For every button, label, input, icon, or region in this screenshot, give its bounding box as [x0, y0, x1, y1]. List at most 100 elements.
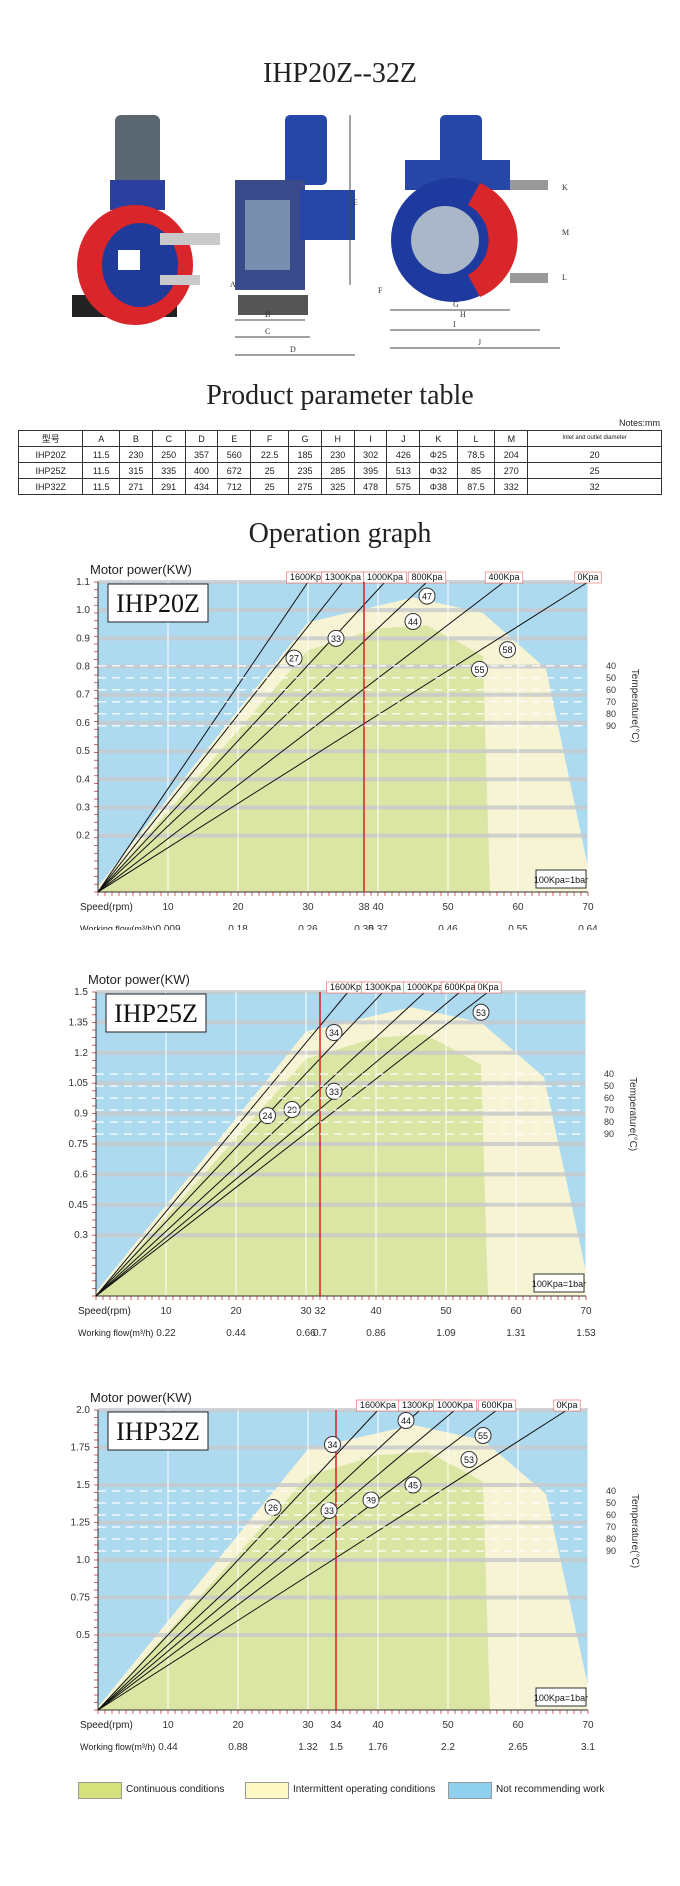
value-marker-label: 24: [262, 1111, 272, 1121]
value-marker-circle: [418, 587, 436, 605]
th-i: I: [353, 430, 388, 447]
x-tick-label: 50: [442, 1720, 454, 1731]
y-tick-label: 0.9: [74, 1109, 88, 1120]
cell: 230: [320, 446, 355, 463]
cell: 25: [527, 462, 662, 479]
th-l: L: [456, 430, 496, 447]
value-marker-label: 44: [401, 1416, 411, 1426]
th-f: F: [250, 430, 290, 447]
temp-tick-label: 50: [606, 673, 616, 683]
value-marker-circle: [404, 612, 422, 630]
value-marker-label: 39: [366, 1496, 376, 1506]
flow-tick-label: 0.18: [228, 924, 248, 930]
cell: 513: [386, 462, 421, 479]
cell: 434: [184, 478, 219, 495]
value-marker-label: 45: [408, 1481, 418, 1491]
y-tick-label: 0.9: [76, 633, 90, 644]
series-line: [95, 991, 384, 1297]
dim-label-d: D: [290, 345, 296, 354]
value-marker-label: 27: [289, 654, 299, 664]
flow-tick-label: 2.2: [441, 1742, 455, 1753]
y-tick-label: 1.75: [71, 1443, 91, 1454]
value-marker-label: 34: [329, 1028, 339, 1038]
value-marker-circle: [325, 1082, 343, 1100]
series-line: [97, 1409, 498, 1711]
cell: 478: [353, 478, 388, 495]
x-tick-label: 70: [582, 902, 594, 913]
model-box: [107, 583, 209, 623]
flow-tick-label: 1.31: [506, 1328, 526, 1339]
cell: 560: [217, 446, 252, 463]
flow-tick-label: 0.35: [354, 924, 374, 930]
series-line: [97, 1409, 379, 1711]
flow-tick-label: 1.76: [368, 1742, 388, 1753]
series-line: [97, 1409, 456, 1711]
x-tick-label: 40: [372, 1720, 384, 1731]
value-marker-label: 47: [422, 592, 432, 602]
y-tick-label: 0.5: [76, 746, 90, 757]
flow-tick-label: 0.7: [313, 1328, 327, 1339]
chart-ihp25z: 0.3 0.45 0.6 0.75 0.9 1.05 1.2 1.35 1.5 10 20 30 32 4…: [69, 972, 638, 1339]
x-tick-label: 30: [300, 1306, 312, 1317]
cell: 335: [151, 462, 186, 479]
dim-label-j: J: [478, 338, 481, 347]
dim-label-k: K: [562, 183, 568, 192]
temp-tick-label: 40: [606, 661, 616, 671]
note-box: [533, 1273, 585, 1293]
model-label: IHP20Z: [116, 589, 200, 618]
series-label: 600Kpa: [444, 982, 475, 992]
x-tick-label: 32: [314, 1306, 326, 1317]
x-tick-label: 60: [510, 1306, 522, 1317]
series-label: 1300Kpa: [402, 1400, 438, 1410]
series-label: 1600Kpa: [360, 1400, 396, 1410]
legend-swatch: [78, 1782, 122, 1799]
cell: 275: [288, 478, 322, 495]
cell: 315: [119, 462, 153, 479]
series-label-box: [407, 571, 447, 584]
flow-tick-label: 0.44: [226, 1328, 246, 1339]
temp-tick-label: 90: [604, 1129, 614, 1139]
y-tick-label: 0.8: [76, 662, 90, 673]
th-b: B: [119, 430, 153, 447]
cell: 575: [386, 478, 421, 495]
cell: 32: [527, 478, 662, 495]
cell: 672: [217, 462, 252, 479]
legend-label: Not recommending work: [496, 1784, 605, 1795]
cell: 78.5: [456, 446, 496, 463]
model-label: IHP32Z: [116, 1417, 200, 1446]
flow-tick-label: 1.09: [436, 1328, 456, 1339]
series-line: [97, 581, 344, 893]
temp-tick-label: 70: [604, 1105, 614, 1115]
x-tick-label: 20: [232, 1720, 244, 1731]
th-d: D: [184, 430, 219, 447]
speed-label: Speed(rpm): [80, 902, 133, 913]
temp-tick-label: 60: [606, 685, 616, 695]
y-tick-label: 0.6: [74, 1169, 88, 1180]
cell: 235: [288, 462, 322, 479]
cell: 302: [353, 446, 388, 463]
x-tick-label: 20: [230, 1306, 242, 1317]
legend-swatch: [245, 1782, 289, 1799]
x-tick-label: 70: [580, 1306, 592, 1317]
legend-label: Continuous conditions: [126, 1784, 225, 1795]
cell: IHP20Z: [17, 446, 84, 463]
th-m: M: [494, 430, 529, 447]
y-tick-label: 1.05: [69, 1078, 89, 1089]
value-marker-label: 33: [329, 1087, 339, 1097]
cell: 400: [184, 462, 219, 479]
value-marker-label: 44: [408, 617, 418, 627]
x-tick-label: 40: [370, 1306, 382, 1317]
flow-tick-label: 3.1: [581, 1742, 595, 1753]
x-tick-label: 70: [582, 1720, 594, 1731]
x-tick-label: 60: [512, 902, 524, 913]
cell: Φ25: [419, 446, 458, 463]
y-tick-label: 0.4: [76, 774, 90, 785]
flow-tick-label: 0.55: [508, 924, 528, 930]
flow-tick-label: 0.37: [368, 924, 388, 930]
temp-tick-label: 40: [606, 1486, 616, 1496]
series-label: 400Kpa: [488, 572, 519, 582]
series-line: [97, 581, 505, 893]
cell: 426: [386, 446, 421, 463]
temp-tick-label: 50: [606, 1498, 616, 1508]
series-line: [97, 1409, 421, 1711]
